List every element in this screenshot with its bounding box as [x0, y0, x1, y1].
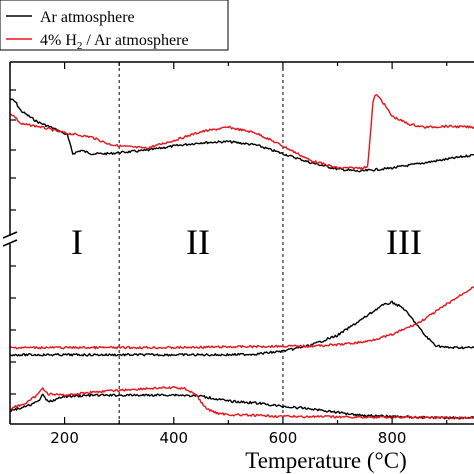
series-line-upper-ar [9, 98, 474, 173]
x-axis-title: Temperature (°C) [245, 448, 406, 473]
axis-break-mark-2 [2, 239, 18, 247]
series-layer [9, 94, 474, 420]
region-boundary-layer [118, 62, 284, 424]
axis-layer [2, 61, 474, 425]
labels-layer: 200 400 600 800 [50, 429, 406, 447]
x-tick-label-200: 200 [50, 429, 79, 447]
region-label-ii: II [186, 222, 210, 262]
axis-break-mark-1 [2, 231, 18, 239]
legend: Ar atmosphere 4% H2 / Ar atmosphere [0, 0, 229, 52]
legend-frame [0, 0, 229, 51]
legend-label-h2: 4% H2 / Ar atmosphere [40, 32, 189, 52]
series-line-lower-middle-ar [9, 300, 474, 357]
x-tick-label-800: 800 [378, 429, 407, 447]
series-line-lower-bottom-h2 [9, 385, 474, 420]
region-label-i: I [71, 222, 83, 262]
legend-label-ar: Ar atmosphere [40, 9, 135, 26]
series-line-lower-middle-h2 [9, 285, 474, 350]
x-tick-label-600: 600 [269, 429, 298, 447]
legend-label-h2-part-1: 4% H [40, 32, 77, 49]
legend-label-h2-subscript: 2 [77, 40, 83, 52]
x-tick-label-400: 400 [159, 429, 188, 447]
legend-label-h2-part-2: / Ar atmosphere [82, 32, 188, 49]
region-label-iii: III [386, 222, 422, 262]
series-line-upper-h2 [9, 94, 474, 170]
